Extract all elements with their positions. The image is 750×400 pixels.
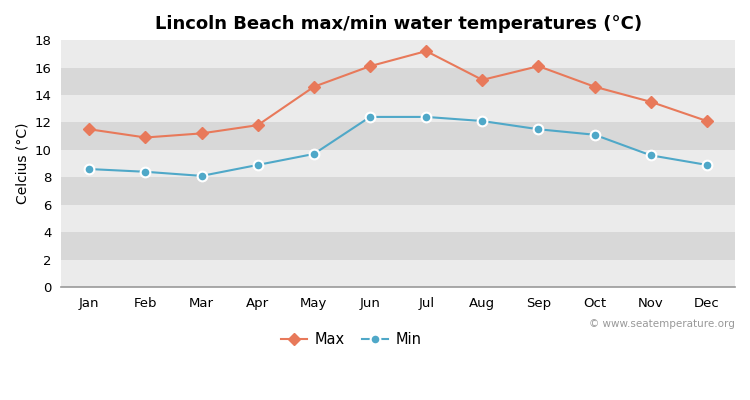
Bar xyxy=(62,122,735,150)
Max xyxy=(197,131,206,136)
Min xyxy=(478,119,487,124)
Min xyxy=(85,167,94,172)
Max xyxy=(703,119,712,124)
Min xyxy=(590,132,599,137)
Min xyxy=(310,152,319,156)
Max xyxy=(254,123,262,128)
Max xyxy=(422,49,430,54)
Text: © www.seatemperature.org: © www.seatemperature.org xyxy=(590,319,735,329)
Min xyxy=(254,162,262,167)
Y-axis label: Celcius (°C): Celcius (°C) xyxy=(15,123,29,204)
Bar xyxy=(62,177,735,205)
Min xyxy=(141,169,150,174)
Bar xyxy=(62,95,735,122)
Max xyxy=(85,127,94,132)
Bar xyxy=(62,150,735,177)
Max xyxy=(534,64,543,68)
Bar xyxy=(62,205,735,232)
Bar xyxy=(62,260,735,287)
Bar xyxy=(62,68,735,95)
Line: Min: Min xyxy=(85,112,712,181)
Bar xyxy=(62,232,735,260)
Line: Max: Max xyxy=(86,47,711,142)
Min xyxy=(534,127,543,132)
Max xyxy=(310,84,319,89)
Max xyxy=(141,135,150,140)
Legend: Max, Min: Max, Min xyxy=(274,326,428,353)
Min xyxy=(365,114,374,119)
Min xyxy=(422,114,430,119)
Min xyxy=(197,174,206,178)
Min xyxy=(703,162,712,167)
Max xyxy=(365,64,374,68)
Min xyxy=(646,153,656,158)
Max xyxy=(478,78,487,82)
Max xyxy=(646,100,656,104)
Bar xyxy=(62,40,735,68)
Title: Lincoln Beach max/min water temperatures (°C): Lincoln Beach max/min water temperatures… xyxy=(154,15,642,33)
Max xyxy=(590,84,599,89)
